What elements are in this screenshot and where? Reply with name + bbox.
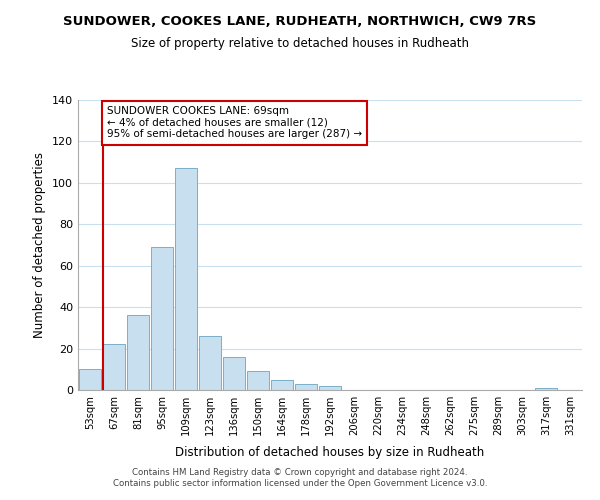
Text: Size of property relative to detached houses in Rudheath: Size of property relative to detached ho… [131,38,469,51]
Bar [175,168,197,390]
Y-axis label: Number of detached properties: Number of detached properties [34,152,46,338]
Bar [79,370,101,390]
Bar [535,388,557,390]
Bar [103,344,125,390]
Bar [199,336,221,390]
Text: Contains HM Land Registry data © Crown copyright and database right 2024.
Contai: Contains HM Land Registry data © Crown c… [113,468,487,487]
Text: SUNDOWER, COOKES LANE, RUDHEATH, NORTHWICH, CW9 7RS: SUNDOWER, COOKES LANE, RUDHEATH, NORTHWI… [64,15,536,28]
Bar [151,247,173,390]
Bar [271,380,293,390]
Text: SUNDOWER COOKES LANE: 69sqm
← 4% of detached houses are smaller (12)
95% of semi: SUNDOWER COOKES LANE: 69sqm ← 4% of deta… [107,106,362,140]
Bar [319,386,341,390]
Bar [247,372,269,390]
X-axis label: Distribution of detached houses by size in Rudheath: Distribution of detached houses by size … [175,446,485,460]
Bar [127,316,149,390]
Bar [295,384,317,390]
Bar [223,357,245,390]
